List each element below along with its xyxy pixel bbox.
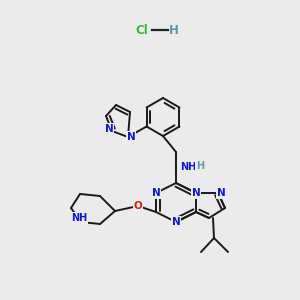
Text: N: N — [127, 132, 135, 142]
Text: NH: NH — [180, 162, 196, 172]
Text: H: H — [196, 161, 204, 171]
Text: N: N — [105, 124, 113, 134]
Text: Cl: Cl — [136, 23, 148, 37]
Text: H: H — [169, 23, 179, 37]
Text: O: O — [134, 201, 142, 211]
Text: NH: NH — [71, 213, 87, 223]
Text: N: N — [217, 188, 225, 198]
Text: N: N — [192, 188, 200, 198]
Text: N: N — [152, 188, 160, 198]
Text: N: N — [172, 217, 180, 227]
